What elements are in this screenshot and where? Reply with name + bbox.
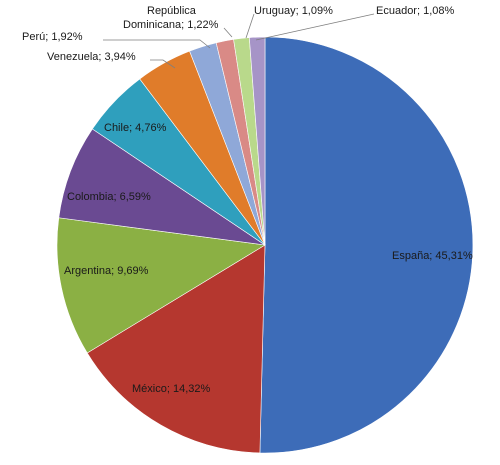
slice-label-9: Uruguay; 1,09% xyxy=(254,5,333,17)
slice-label-10: Ecuador; 1,08% xyxy=(376,5,454,17)
slice-label-5: Chile; 4,76% xyxy=(104,122,167,134)
slice-label-2: México; 14,32% xyxy=(132,383,210,395)
pie-slice-3 xyxy=(56,217,266,354)
pie-slice-1 xyxy=(259,36,474,454)
leader-line-6 xyxy=(150,59,176,69)
leader-line-7 xyxy=(103,39,211,49)
pie-slice-2 xyxy=(86,244,266,454)
slice-label-3: Argentina; 9,69% xyxy=(64,265,149,277)
slice-label-4: Colombia; 6,59% xyxy=(67,191,151,203)
leader-line-8 xyxy=(223,27,233,38)
slice-label-6: Venezuela; 3,94% xyxy=(47,51,136,63)
slice-label-7: Perú; 1,92% xyxy=(22,31,83,43)
pie-slice-10 xyxy=(248,36,266,246)
slice-label-1: España; 45,31% xyxy=(392,250,473,262)
leader-line-10 xyxy=(255,13,375,41)
leader-line-9 xyxy=(245,13,255,39)
pie-slices xyxy=(56,36,474,454)
slice-label-8: República Dominicana; 1,22% xyxy=(123,5,219,31)
leader-lines xyxy=(103,13,375,69)
slice-labels: España; 45,31% México; 14,32% Argentina; 9… xyxy=(22,5,473,395)
